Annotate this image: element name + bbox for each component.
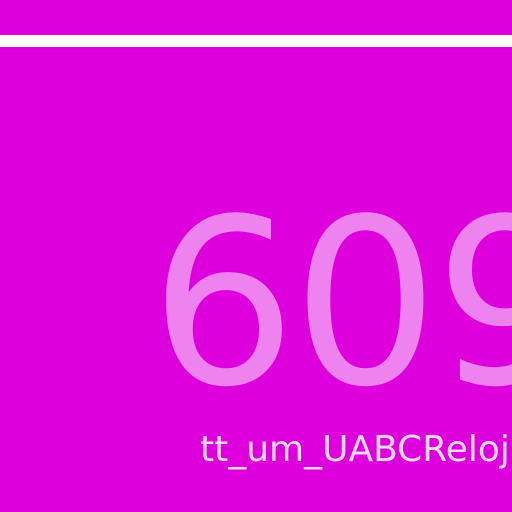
counter-value: 609 — [150, 171, 512, 438]
divider-line — [0, 35, 512, 47]
top-bar — [0, 0, 512, 34]
project-label: tt_um_UABCReloj — [200, 429, 510, 470]
